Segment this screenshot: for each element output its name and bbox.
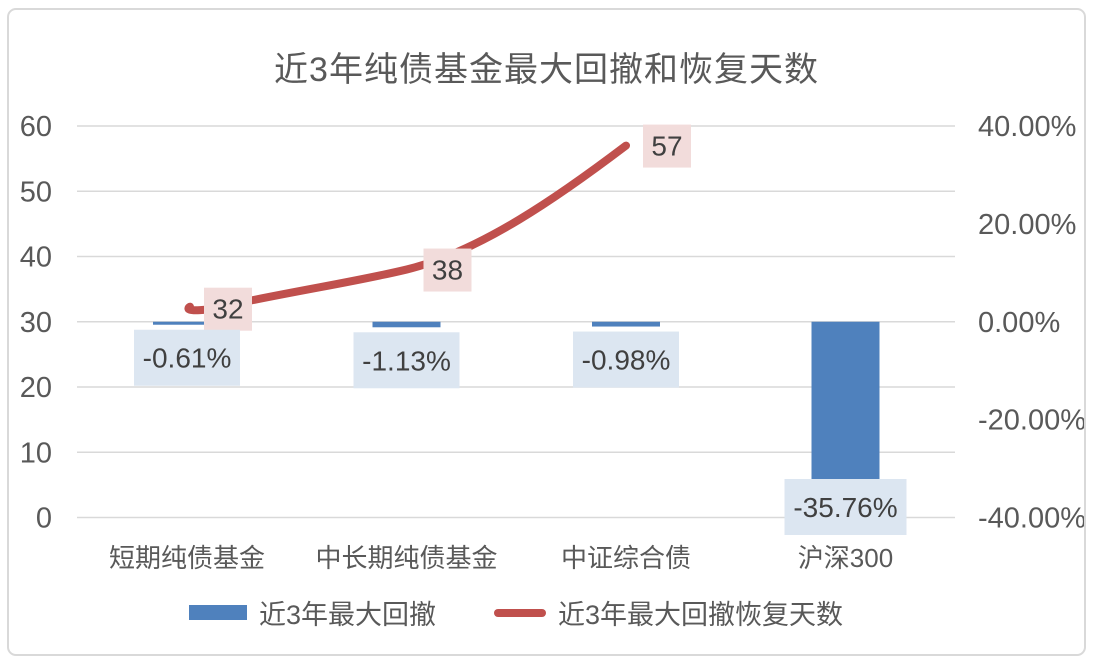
legend-item-bar-series: 近3年最大回撤 [188,593,436,632]
y-axis-right-tick-label: 20.00% [978,209,1076,241]
drawdown-bar [372,321,441,328]
y-axis-left-tick-label: 60 [20,111,52,143]
line-data-label: 32 [212,294,243,325]
y-axis-left-tick-label: 30 [20,307,52,339]
chart-title: 近3年纯债基金最大回撤和恢复天数 [274,51,819,89]
y-axis-left-tick-label: 10 [20,437,52,469]
legend: 近3年最大回撤 近3年最大回撤恢复天数 [77,593,955,632]
bar-data-label-box [353,332,460,389]
drawdown-bar [153,321,221,325]
line-data-label: 57 [651,131,682,162]
bar-data-label: -0.61% [143,343,232,374]
bar-data-label: -35.76% [793,492,897,523]
line-data-label-box [643,124,691,168]
legend-label-bar-series: 近3年最大回撤 [258,600,436,630]
recovery-days-line [184,141,630,315]
y-axis-right-tick-label: 40.00% [978,111,1076,143]
x-axis-category-label: 中长期纯债基金 [315,543,497,573]
x-axis-category-label: 沪深300 [798,543,893,573]
line-data-label-box [204,287,252,331]
y-axis-left-tick-label: 50 [20,176,52,208]
y-axis-left-tick-label: 40 [20,242,52,274]
x-axis-category-label: 短期纯债基金 [109,543,265,573]
y-axis-right-tick-label: -20.00% [978,405,1086,437]
line-data-label-box [423,248,472,292]
legend-item-line-series: 近3年最大回撤恢复天数 [494,593,843,632]
bar-series-swatch-icon [188,605,247,620]
drawdown-bar [811,321,880,497]
legend-label-line-series: 近3年最大回撤恢复天数 [558,600,844,630]
bar-data-label: -1.13% [362,345,451,376]
x-axis-category-label: 中证综合债 [561,543,691,573]
y-axis-right-tick-label: 0.00% [978,307,1060,339]
bar-data-label: -0.98% [582,345,671,376]
bar-data-label-box [573,331,679,388]
y-axis-right-tick-label: -40.00% [978,503,1086,535]
line-series-swatch-icon [494,608,546,617]
bar-data-label-box [134,329,240,386]
line-data-label: 38 [432,255,463,286]
y-axis-left-tick-label: 0 [36,503,52,535]
drawdown-bar [592,321,660,327]
y-axis-left-tick-label: 20 [20,372,52,404]
bar-data-label-box [784,479,907,535]
